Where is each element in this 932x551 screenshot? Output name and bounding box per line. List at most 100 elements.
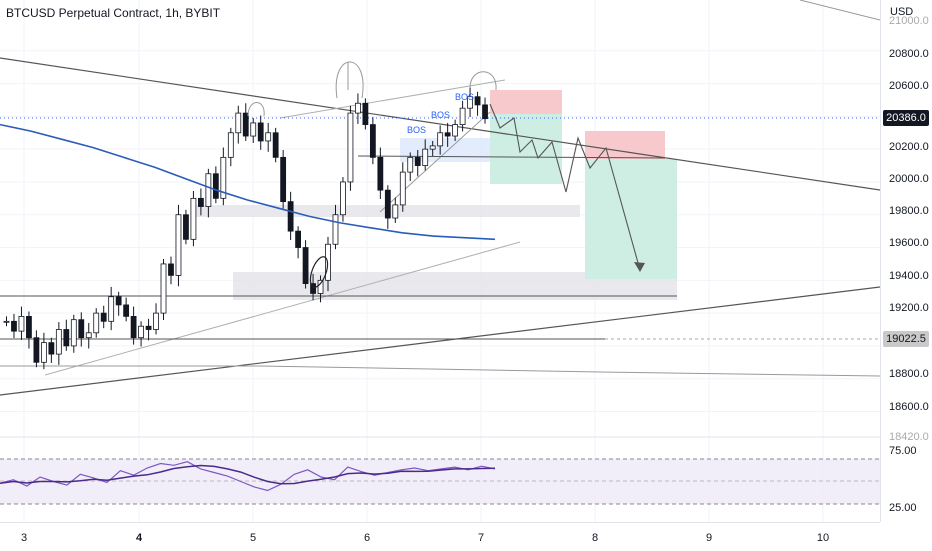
rsi-label: 25.00 <box>889 502 917 514</box>
candle <box>78 319 85 339</box>
candle <box>257 122 264 142</box>
candle <box>183 214 189 240</box>
rising-wedge-line-upper <box>279 79 506 119</box>
rsi-band <box>0 459 880 504</box>
chart-title: BTCUSD Perpetual Contract, 1h, BYBIT <box>6 6 221 20</box>
time-axis[interactable]: 3 4 5 6 7 8 9 10 <box>0 522 880 551</box>
candle <box>11 320 17 332</box>
candle <box>40 342 47 363</box>
candle <box>437 132 444 147</box>
head-marker-3 <box>469 71 497 91</box>
projection-path-1 <box>489 103 641 271</box>
top-right-line <box>799 0 880 21</box>
candle <box>85 332 92 339</box>
rsi-line <box>0 461 496 492</box>
candle <box>197 197 204 207</box>
time-label: 4 <box>135 532 143 544</box>
candle <box>272 132 279 158</box>
candle <box>474 96 481 106</box>
candle <box>63 329 70 347</box>
candle <box>168 263 174 276</box>
bos-label-2: BOS <box>431 110 450 120</box>
candle <box>100 312 107 322</box>
candle <box>220 156 227 199</box>
candle <box>459 107 466 125</box>
moving-average-line <box>0 123 496 241</box>
candle <box>414 156 421 166</box>
candle <box>452 124 459 137</box>
candle <box>467 96 473 109</box>
time-label: 3 <box>20 532 28 544</box>
candle <box>205 173 212 207</box>
price-label: 18800.0 <box>889 368 929 380</box>
price-label: 20200.0 <box>889 141 929 153</box>
candle <box>429 145 436 150</box>
gray-lower-line <box>0 365 880 377</box>
candle <box>369 124 376 158</box>
candle <box>265 132 272 142</box>
chart-canvas[interactable]: BOS BOS BOS <box>0 0 880 522</box>
time-label: 5 <box>249 532 257 544</box>
bos-label-3: BOS <box>455 92 474 102</box>
head-marker-2 <box>335 61 364 99</box>
candle <box>18 315 25 332</box>
candle <box>482 104 488 120</box>
candle <box>295 230 302 248</box>
candle <box>145 325 152 330</box>
candle <box>287 201 294 232</box>
candle <box>48 342 55 355</box>
candle <box>3 320 10 323</box>
candle <box>242 112 249 137</box>
descending-trendline <box>0 57 880 191</box>
candle <box>108 296 115 322</box>
candle <box>26 315 32 339</box>
candle <box>317 279 324 294</box>
head-marker-1 <box>247 102 265 117</box>
candle <box>138 325 144 339</box>
price-label: 18600.0 <box>889 401 929 413</box>
candle <box>175 214 182 276</box>
candle <box>115 296 122 306</box>
price-label: 19800.0 <box>889 205 929 217</box>
candle <box>235 112 242 134</box>
candle <box>160 263 167 314</box>
price-label: 18420.0 <box>889 431 929 443</box>
target-zone-2 <box>585 159 677 279</box>
candle <box>362 102 369 125</box>
candle <box>384 189 391 219</box>
order-block-blue <box>400 138 490 162</box>
level-price-tag: 19022.5 <box>883 331 929 347</box>
candle <box>310 283 316 294</box>
ascending-trendline <box>0 286 880 396</box>
candle <box>332 214 339 245</box>
price-label: 20000.0 <box>889 173 929 185</box>
currency-label: USD <box>890 6 914 18</box>
stop-zone-2 <box>585 131 665 159</box>
candle <box>422 148 429 166</box>
candle <box>392 204 399 219</box>
stop-zone-1 <box>490 90 562 114</box>
candle <box>190 197 197 240</box>
time-label: 8 <box>591 532 599 544</box>
candle <box>399 171 406 206</box>
time-label: 6 <box>363 532 371 544</box>
candle <box>302 247 309 285</box>
candle <box>347 112 354 183</box>
candle <box>227 132 234 158</box>
circled-low <box>309 256 329 288</box>
candle <box>93 312 100 334</box>
price-axis[interactable]: USD 21000.0 20800.0 20600.0 20200.0 2000… <box>880 0 932 522</box>
price-label: 19200.0 <box>889 302 929 314</box>
rsi-label: 75.00 <box>889 445 917 457</box>
candle <box>250 122 257 137</box>
candle <box>444 132 451 137</box>
candle <box>377 156 384 191</box>
rsi-smoothed-line <box>0 464 496 485</box>
candle <box>407 156 414 173</box>
price-label: 19400.0 <box>889 270 929 282</box>
candle <box>355 102 361 114</box>
candle <box>70 319 77 347</box>
candle <box>280 156 287 203</box>
range-mid-line <box>357 155 666 159</box>
time-label: 10 <box>816 532 830 544</box>
